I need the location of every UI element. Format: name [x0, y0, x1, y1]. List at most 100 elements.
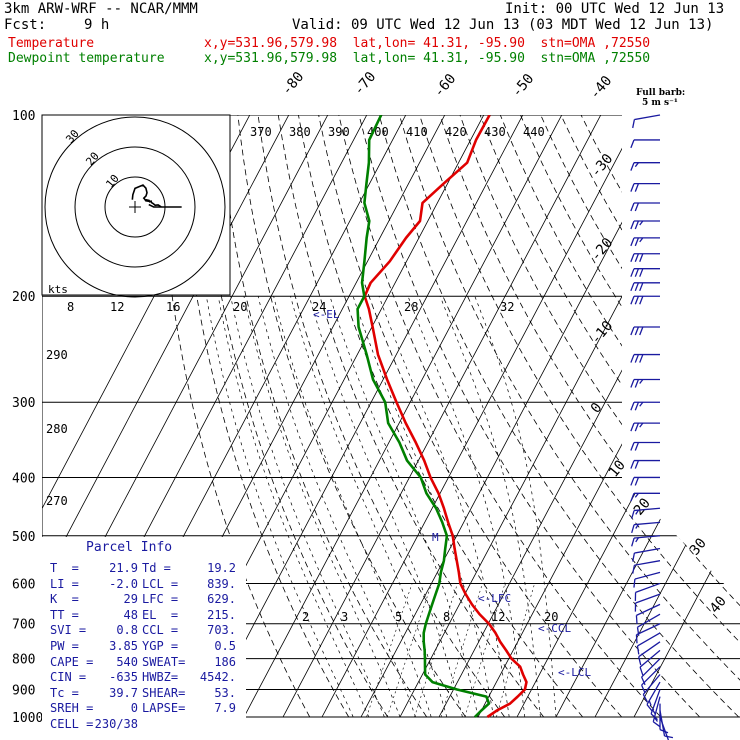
wind-barb-staff	[634, 547, 661, 554]
wetbulb-label: 24	[312, 300, 326, 314]
dry-adiabat-line	[378, 115, 739, 718]
wind-barb-flag	[634, 442, 640, 451]
isotherm-line	[243, 115, 563, 718]
isotherm-label: -60	[431, 71, 460, 101]
wind-barb	[641, 658, 661, 686]
wind-barb	[636, 613, 661, 636]
isotherm-label: -80	[279, 69, 308, 99]
isotherm-line	[555, 115, 740, 718]
wind-barb-flag	[641, 684, 646, 694]
wind-barb-flag	[639, 401, 644, 407]
theta-label: 440	[523, 125, 545, 139]
wind-barb-flag	[634, 237, 640, 247]
wind-barb-flag	[631, 537, 635, 547]
wind-barb-flag	[630, 460, 635, 469]
lfc-level-label: <-LFC	[478, 592, 512, 605]
wind-barb-flag	[638, 656, 642, 666]
wind-barb-staff	[635, 593, 661, 604]
parcel-info-cell: 0.5	[214, 639, 236, 653]
wind-barb	[636, 632, 661, 655]
temperature-curve	[363, 115, 528, 719]
wind-barb-flag	[630, 282, 635, 292]
wind-barb-flag	[650, 713, 658, 721]
wind-barb-flag	[630, 268, 635, 277]
pressure-tick-label: 800	[12, 653, 35, 668]
wind-barb-flag	[634, 492, 639, 498]
wind-barb	[630, 282, 660, 292]
theta-label: 370	[250, 125, 272, 139]
parcel-info-cell: 186	[214, 654, 236, 669]
mixing-ratio-line	[440, 583, 483, 718]
wind-barb-flag	[630, 401, 635, 411]
moist-adiabat-line	[439, 296, 541, 718]
wind-barb-staff	[637, 613, 661, 628]
wind-barb	[632, 560, 661, 574]
theta-label: 380	[289, 125, 311, 139]
wind-barb	[630, 268, 660, 277]
moist-adiabat-line	[257, 296, 416, 718]
wind-barb-flag	[659, 728, 669, 734]
theta-left-label: 290	[46, 348, 68, 362]
parcel-info-cell: HWBZ=	[142, 670, 179, 685]
isotherm-line	[594, 115, 740, 718]
wind-barb-flag	[634, 220, 640, 230]
parcel-info-cell: Td =	[142, 561, 171, 575]
lcl-level-label: <-LCL	[558, 666, 592, 679]
parcel-info-cell: 540	[116, 654, 138, 669]
dry-adiabat-line	[237, 115, 467, 718]
wind-barb-flag	[634, 379, 640, 388]
isotherm-line	[633, 115, 740, 718]
parcel-info-cell: 629.	[207, 592, 236, 607]
forecast-hour: 9 h	[84, 17, 110, 33]
wind-barb	[634, 593, 661, 612]
parcel-info-cell: LFC =	[142, 592, 179, 607]
parcel-info-cell: 0	[130, 701, 138, 716]
moist-adiabat-line	[206, 296, 354, 718]
wind-barb-flag	[630, 493, 635, 502]
wind-barb	[630, 220, 660, 230]
wind-barb-flag	[639, 379, 644, 384]
parcel-info-cell: SREH =	[50, 701, 94, 716]
mixing-ratio-label: 12	[491, 610, 505, 624]
theta-left-label: 270	[46, 494, 68, 508]
wind-barb-flag	[635, 523, 640, 529]
wind-barb-staff	[642, 674, 661, 695]
parcel-info-cell: K =	[50, 592, 79, 607]
pressure-tick-label: 400	[12, 471, 35, 486]
hodograph-ring	[74, 146, 196, 268]
wind-barb	[632, 547, 661, 562]
dewpoint-curve	[356, 115, 491, 718]
wind-barb	[631, 535, 661, 547]
ccl-level-label: <-CCL	[538, 622, 572, 635]
isotherm-line	[399, 115, 719, 718]
valid-time: Valid: 09 UTC Wed 12 Jun 13 (03 MDT Wed …	[292, 17, 714, 33]
wind-barb	[630, 326, 660, 336]
wind-barb	[630, 378, 660, 388]
wetbulb-label: 20	[233, 300, 247, 314]
wind-barb-flag	[636, 627, 640, 636]
wind-barb	[632, 114, 661, 129]
wind-barb	[630, 295, 660, 305]
moist-adiabat-line	[329, 296, 479, 718]
wind-barb	[633, 571, 661, 588]
wind-barb-flag	[634, 477, 640, 486]
wind-barb	[638, 641, 661, 666]
dry-adiabat-line	[257, 115, 506, 718]
dry-adiabat-line	[439, 115, 740, 718]
wind-barb-flag	[630, 139, 635, 149]
wind-barb-flag	[648, 700, 652, 706]
parcel-info-cell: -635	[109, 670, 138, 685]
wind-barb	[631, 521, 661, 534]
theta-label: 420	[445, 125, 467, 139]
parcel-info-cell: SVI =	[50, 623, 87, 638]
isotherm-line	[321, 115, 641, 718]
wind-barb-flag	[635, 615, 638, 624]
moist-adiabat-line	[378, 296, 510, 718]
wetbulb-label: 16	[166, 300, 180, 314]
dewpoint-legend-label: Dewpoint temperature	[8, 51, 165, 66]
wind-barb-flag	[632, 119, 636, 129]
wind-barb	[630, 353, 660, 363]
wind-barb	[659, 703, 669, 734]
barb-key-title: Full barb:	[636, 88, 686, 98]
barb-key-unit: 5 m s⁻¹	[642, 98, 678, 108]
